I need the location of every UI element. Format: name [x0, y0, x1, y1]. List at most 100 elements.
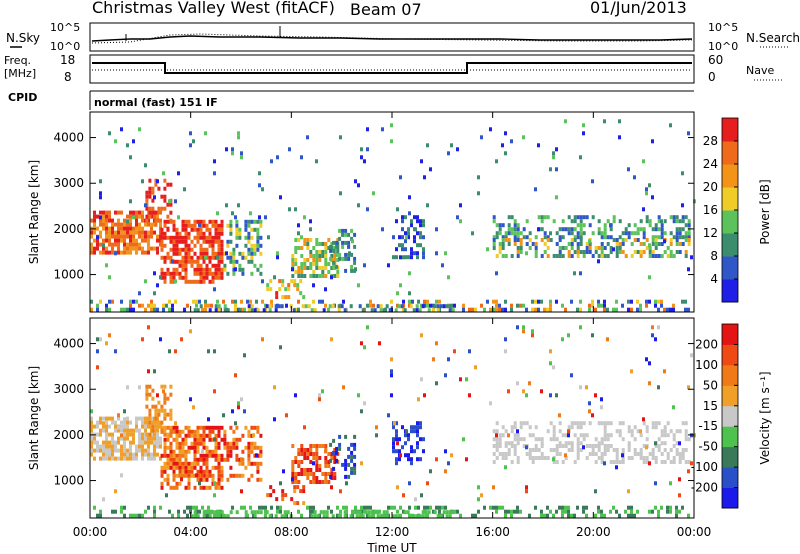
- power-cell: [256, 243, 260, 248]
- velocity-cell: [220, 453, 224, 458]
- velocity-cell: [329, 442, 333, 447]
- velocity-cell: [294, 393, 297, 398]
- power-cell: [105, 263, 108, 268]
- velocity-cell: [410, 445, 413, 450]
- velocity-cell: [397, 514, 401, 519]
- power-cell: [543, 235, 547, 240]
- velocity-cell: [187, 469, 191, 474]
- power-colorbar-tick-label: 24: [703, 157, 718, 171]
- power-cell: [540, 299, 543, 304]
- power-cell: [675, 231, 679, 236]
- velocity-cell: [279, 345, 282, 350]
- velocity-cell: [273, 417, 276, 422]
- power-cell: [126, 214, 129, 219]
- power-cell: [138, 127, 141, 132]
- velocity-cell: [407, 457, 410, 462]
- power-cell: [624, 227, 628, 232]
- power-cell: [639, 250, 643, 254]
- velocity-cell: [678, 509, 681, 514]
- velocity-cell: [663, 429, 667, 434]
- velocity-cell: [198, 509, 201, 514]
- velocity-colorbar-tick-label: 200: [695, 337, 718, 351]
- power-cell: [615, 299, 618, 304]
- velocity-colorbar-tick-label: 50: [703, 378, 718, 392]
- power-cell: [648, 183, 651, 188]
- noise-sky-label: N.Sky: [6, 31, 40, 45]
- power-cell: [105, 226, 108, 231]
- power-cell: [178, 239, 182, 244]
- velocity-cell: [181, 429, 185, 434]
- velocity-cell: [123, 409, 126, 414]
- power-cell: [145, 206, 149, 211]
- velocity-cell: [462, 437, 465, 442]
- power-cell: [123, 250, 126, 255]
- power-cell: [171, 259, 174, 264]
- power-cell: [148, 210, 152, 215]
- power-cell: [570, 246, 574, 250]
- velocity-cell: [651, 325, 654, 330]
- power-cell: [681, 215, 685, 220]
- power-cell: [99, 299, 102, 304]
- velocity-colorbar-swatch: [722, 344, 738, 366]
- power-cell: [606, 235, 610, 240]
- cpid-label: CPID: [8, 91, 37, 104]
- velocity-cell: [160, 428, 164, 433]
- power-cell: [193, 271, 197, 276]
- power-colorbar-swatch: [722, 118, 738, 142]
- power-cell: [105, 307, 108, 312]
- velocity-cell: [184, 433, 188, 438]
- velocity-cell: [297, 472, 301, 476]
- power-cell: [504, 231, 508, 236]
- power-cell: [401, 227, 404, 232]
- power-cell: [211, 219, 215, 224]
- power-cell: [238, 251, 242, 256]
- velocity-cell: [322, 510, 326, 515]
- velocity-cell: [297, 509, 300, 514]
- velocity-cell: [217, 445, 221, 450]
- power-cell: [648, 254, 652, 258]
- velocity-cell: [192, 505, 195, 510]
- power-cell: [229, 227, 233, 232]
- velocity-cell: [126, 420, 129, 425]
- power-cell: [366, 127, 369, 132]
- velocity-cell: [534, 456, 538, 460]
- power-cell: [129, 238, 132, 243]
- power-cell: [600, 235, 604, 240]
- power-cell: [654, 254, 658, 258]
- velocity-cell: [525, 445, 528, 450]
- velocity-cell: [413, 449, 416, 454]
- velocity-cell: [159, 444, 162, 449]
- velocity-cell: [156, 452, 159, 457]
- power-cell: [129, 214, 132, 219]
- velocity-cell: [669, 509, 672, 514]
- power-cell: [534, 307, 537, 312]
- power-cell: [657, 242, 661, 246]
- velocity-cell: [205, 453, 209, 458]
- velocity-cell: [114, 448, 117, 453]
- power-cell: [141, 234, 144, 239]
- power-cell: [489, 307, 492, 312]
- power-cell: [495, 231, 499, 236]
- velocity-cell: [138, 436, 141, 441]
- power-cell: [196, 259, 200, 264]
- velocity-cell: [160, 425, 164, 430]
- velocity-cell: [208, 449, 212, 454]
- power-cell: [603, 231, 607, 236]
- power-cell: [237, 131, 240, 136]
- power-cell: [256, 239, 260, 244]
- velocity-cell: [385, 510, 389, 515]
- velocity-cell: [675, 441, 679, 446]
- velocity-cell: [120, 452, 123, 457]
- velocity-cell: [678, 456, 682, 460]
- power-cell: [543, 250, 547, 254]
- velocity-cell: [648, 452, 652, 456]
- power-cell: [129, 218, 132, 223]
- power-cell: [279, 195, 282, 200]
- velocity-cell: [591, 444, 595, 448]
- power-cell: [232, 263, 236, 268]
- velocity-cell: [325, 514, 329, 519]
- velocity-cell: [279, 509, 282, 514]
- power-cell: [99, 210, 102, 215]
- power-cell: [199, 219, 203, 224]
